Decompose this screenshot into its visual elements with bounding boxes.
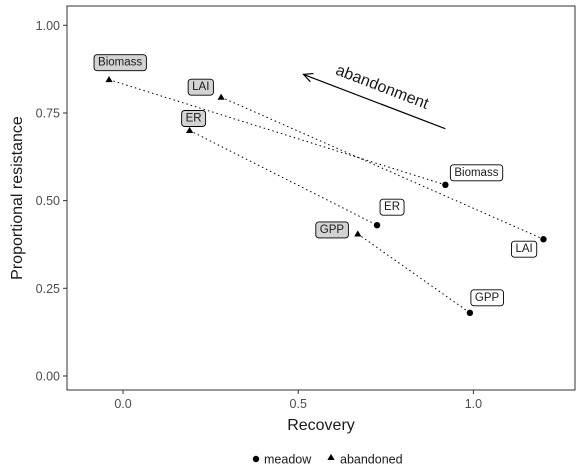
meadow-point-gpp bbox=[466, 309, 474, 317]
meadow-label-biomass: Biomass bbox=[449, 164, 504, 182]
label-text: GPP bbox=[475, 292, 500, 304]
y-tick-label: 0.25 bbox=[36, 282, 60, 296]
y-tick-label: 0.75 bbox=[36, 106, 60, 120]
label-text: LAI bbox=[515, 243, 532, 255]
label-text: ER bbox=[384, 201, 400, 213]
label-box bbox=[93, 54, 147, 72]
label-box bbox=[449, 164, 504, 182]
abandoned-label-lai: LAI bbox=[187, 78, 214, 96]
abandonment-annotation: abandonment bbox=[333, 62, 431, 113]
label-box bbox=[470, 289, 504, 307]
label-box bbox=[315, 221, 349, 239]
y-tick-label: 1.00 bbox=[36, 19, 60, 33]
label-box bbox=[379, 198, 405, 216]
abandoned-point-lai bbox=[217, 93, 225, 100]
label-box bbox=[511, 240, 538, 258]
label-text: Biomass bbox=[98, 57, 142, 69]
plot-panel-border bbox=[66, 5, 576, 391]
legend-label-abandoned: abandoned bbox=[340, 453, 403, 467]
connection-line-lai bbox=[220, 96, 544, 240]
abandoned-label-biomass: Biomass bbox=[93, 54, 147, 72]
label-text: LAI bbox=[192, 81, 209, 93]
y-axis-title: Proportional resistance bbox=[9, 116, 26, 280]
x-axis-title: Recovery bbox=[287, 417, 355, 434]
abandoned-point-er bbox=[186, 126, 194, 134]
abandoned-label-gpp: GPP bbox=[315, 221, 349, 239]
x-tick-label: 1.0 bbox=[465, 397, 482, 411]
label-box bbox=[187, 78, 214, 96]
x-tick-label: 0.5 bbox=[290, 397, 307, 411]
abandoned-point-biomass bbox=[105, 76, 113, 83]
x-tick-label: 0.0 bbox=[114, 397, 131, 411]
meadow-point-biomass bbox=[442, 181, 449, 189]
meadow-point-lai bbox=[540, 236, 547, 243]
label-text: ER bbox=[186, 112, 202, 124]
connection-line-gpp bbox=[357, 233, 471, 314]
abandonment-arrow-shaft bbox=[303, 73, 446, 130]
legend: meadow abandoned bbox=[252, 453, 403, 467]
y-tick-label: 0.00 bbox=[36, 369, 60, 383]
meadow-label-gpp: GPP bbox=[470, 289, 504, 307]
y-tick-label: 0.50 bbox=[36, 194, 60, 208]
abandoned-label-er: ER bbox=[181, 110, 207, 127]
connection-line-biomass bbox=[108, 79, 446, 186]
label-box bbox=[181, 110, 207, 127]
meadow-label-er: ER bbox=[379, 198, 405, 216]
label-text: Biomass bbox=[454, 167, 498, 179]
abandoned-point-gpp bbox=[354, 230, 362, 237]
meadow-label-lai: LAI bbox=[511, 240, 538, 258]
legend-key-abandoned bbox=[327, 453, 335, 461]
connection-line-er bbox=[189, 130, 378, 226]
meadow-point-er bbox=[373, 221, 381, 229]
legend-key-meadow bbox=[252, 455, 260, 463]
legend-label-meadow: meadow bbox=[264, 453, 312, 467]
abandonment-arrow-head bbox=[302, 72, 314, 83]
label-text: GPP bbox=[320, 224, 345, 236]
